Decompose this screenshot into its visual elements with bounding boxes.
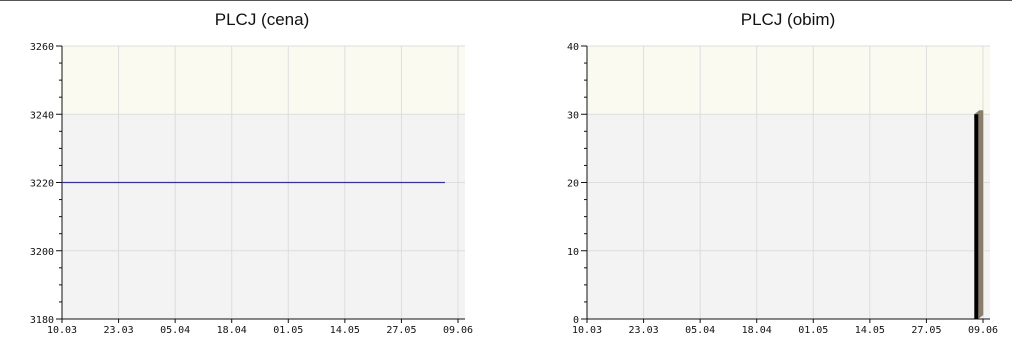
price-x-tick-label: 05.04	[160, 325, 190, 336]
price-x-tick-label: 09.06	[443, 325, 473, 336]
volume-chart-title: PLCJ (obim)	[741, 10, 835, 29]
price-chart-title: PLCJ (cena)	[215, 10, 309, 29]
volume-x-tick-label: 18.04	[742, 325, 772, 336]
volume-x-tick-label: 09.06	[968, 325, 998, 336]
volume-x-tick-label: 14.05	[855, 325, 885, 336]
price-band-upper	[62, 46, 465, 115]
volume-x-tick-label: 10.03	[572, 325, 602, 336]
price-y-tick-label: 3180	[30, 315, 54, 326]
volume-x-tick-label: 27.05	[911, 325, 941, 336]
price-band-lower	[62, 114, 465, 319]
price-y-tick-label: 3220	[30, 179, 54, 190]
price-x-tick-label: 18.04	[217, 325, 247, 336]
price-chart-y-tick-labels: 3260 3240 3220 3200 3180	[30, 42, 54, 326]
price-y-tick-label: 3240	[30, 110, 54, 121]
volume-y-tick-label: 20	[567, 179, 579, 190]
volume-x-tick-label: 05.04	[685, 325, 715, 336]
volume-y-tick-label: 0	[573, 315, 579, 326]
volume-chart-x-tick-labels: 10.03 23.03 05.04 18.04 01.05 14.05 27.05 09.06	[572, 325, 998, 336]
volume-x-tick-label: 23.03	[629, 325, 659, 336]
price-x-tick-label: 23.03	[104, 325, 134, 336]
volume-chart: PLCJ (obim) 40 30 20 10 0 10.03 23.03 05.04 18.…	[567, 10, 998, 336]
volume-y-tick-label: 40	[567, 42, 579, 53]
volume-chart-plot-area	[581, 45, 990, 323]
price-y-tick-label: 3200	[30, 247, 54, 258]
volume-chart-y-tick-labels: 40 30 20 10 0	[567, 42, 579, 326]
volume-chart-series	[974, 110, 984, 319]
price-x-tick-label: 14.05	[330, 325, 360, 336]
price-x-tick-label: 27.05	[386, 325, 416, 336]
volume-y-tick-label: 30	[567, 110, 579, 121]
price-chart-x-tick-labels: 10.03 23.03 05.04 18.04 01.05 14.05 27.05 09.06	[47, 325, 473, 336]
price-y-tick-label: 3260	[30, 42, 54, 53]
price-x-tick-label: 10.03	[47, 325, 77, 336]
price-chart-plot-area	[56, 45, 465, 323]
top-border	[0, 0, 1012, 1]
volume-y-tick-label: 10	[567, 247, 579, 258]
price-chart: PLCJ (cena) 3260 3240 3220 3200 3180 10.03 23…	[30, 10, 473, 336]
volume-band-lower	[587, 114, 990, 319]
price-x-tick-label: 01.05	[273, 325, 303, 336]
volume-x-tick-label: 01.05	[798, 325, 828, 336]
volume-band-upper	[587, 46, 990, 115]
volume-bar	[974, 114, 979, 319]
